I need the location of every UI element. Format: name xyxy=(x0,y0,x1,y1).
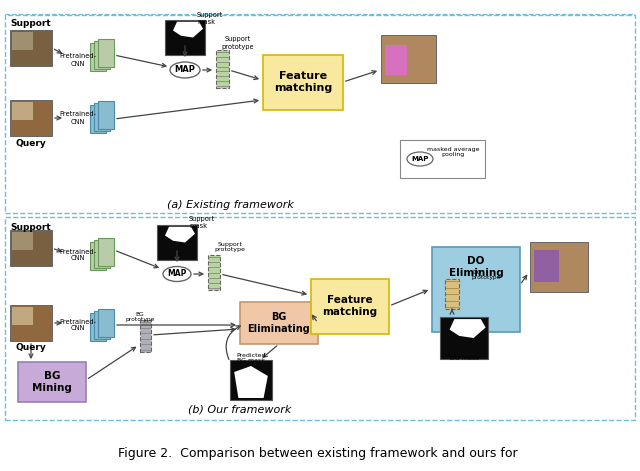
Bar xyxy=(385,45,407,75)
Bar xyxy=(10,30,52,66)
Text: MAP: MAP xyxy=(167,269,187,278)
Polygon shape xyxy=(234,366,268,398)
Text: Feature
matching: Feature matching xyxy=(274,71,332,93)
Text: Support: Support xyxy=(11,222,51,232)
Bar xyxy=(140,320,151,352)
Bar xyxy=(208,255,220,290)
Bar xyxy=(94,240,110,268)
Bar xyxy=(10,230,52,266)
Bar xyxy=(12,32,33,50)
Text: Pretrained-
CNN: Pretrained- CNN xyxy=(60,249,97,261)
Text: MAP: MAP xyxy=(175,65,195,74)
Polygon shape xyxy=(450,319,486,338)
Bar xyxy=(18,362,86,402)
Text: Support
mask: Support mask xyxy=(197,11,223,24)
Text: DO
prototype: DO prototype xyxy=(472,269,501,280)
Text: Support
prototype: Support prototype xyxy=(221,36,254,49)
Bar xyxy=(98,309,114,337)
Bar xyxy=(12,307,33,325)
Text: masked average
pooling: masked average pooling xyxy=(427,146,479,157)
Bar xyxy=(90,105,106,133)
Text: DO mask: DO mask xyxy=(449,357,479,362)
Text: (b) Our framework: (b) Our framework xyxy=(188,404,292,414)
Bar xyxy=(311,279,389,334)
Text: Support
prototype: Support prototype xyxy=(214,242,245,252)
Text: Figure 2.  Comparison between existing framework and ours for: Figure 2. Comparison between existing fr… xyxy=(118,447,518,461)
Bar xyxy=(240,302,318,344)
Text: MAP: MAP xyxy=(412,156,429,162)
Bar xyxy=(445,279,459,309)
Bar xyxy=(12,102,33,120)
Text: Pretrained-
CNN: Pretrained- CNN xyxy=(60,54,97,66)
Bar xyxy=(90,43,106,71)
Bar xyxy=(98,39,114,67)
Text: Query: Query xyxy=(15,138,46,147)
Bar xyxy=(400,140,485,178)
Polygon shape xyxy=(165,227,195,243)
Bar xyxy=(157,225,197,260)
Text: Support: Support xyxy=(11,19,51,29)
Text: BG
prototype: BG prototype xyxy=(125,312,155,323)
Bar xyxy=(440,317,488,359)
Bar xyxy=(530,242,588,292)
Bar xyxy=(98,101,114,129)
Text: Predicted
BG mask: Predicted BG mask xyxy=(236,353,266,364)
Text: Feature
matching: Feature matching xyxy=(323,295,378,317)
Bar xyxy=(10,100,52,136)
Bar xyxy=(94,41,110,69)
Bar xyxy=(5,217,635,420)
Bar xyxy=(381,35,436,83)
Text: Support
mask: Support mask xyxy=(189,217,215,229)
Bar xyxy=(94,103,110,131)
Bar xyxy=(534,250,559,282)
Bar xyxy=(12,232,33,250)
Text: (a) Existing framework: (a) Existing framework xyxy=(166,200,293,210)
Ellipse shape xyxy=(407,152,433,166)
Bar xyxy=(94,311,110,339)
Bar xyxy=(10,305,52,341)
Bar xyxy=(263,55,343,110)
Bar xyxy=(90,313,106,341)
Bar xyxy=(90,242,106,270)
Text: Pretrained-
CNN: Pretrained- CNN xyxy=(60,112,97,124)
Text: BG
Mining: BG Mining xyxy=(32,371,72,393)
Bar xyxy=(216,50,229,88)
Polygon shape xyxy=(173,22,203,38)
Text: DO
Elimining: DO Elimining xyxy=(449,256,504,278)
Bar xyxy=(165,20,205,55)
Bar xyxy=(5,15,635,213)
Bar xyxy=(432,247,520,332)
Text: BG
Eliminating: BG Eliminating xyxy=(248,312,310,334)
Text: Query: Query xyxy=(15,342,46,351)
Text: Pretrained-
CNN: Pretrained- CNN xyxy=(60,318,97,332)
Ellipse shape xyxy=(163,267,191,282)
Ellipse shape xyxy=(170,62,200,78)
Bar xyxy=(230,360,272,400)
Bar xyxy=(98,238,114,266)
